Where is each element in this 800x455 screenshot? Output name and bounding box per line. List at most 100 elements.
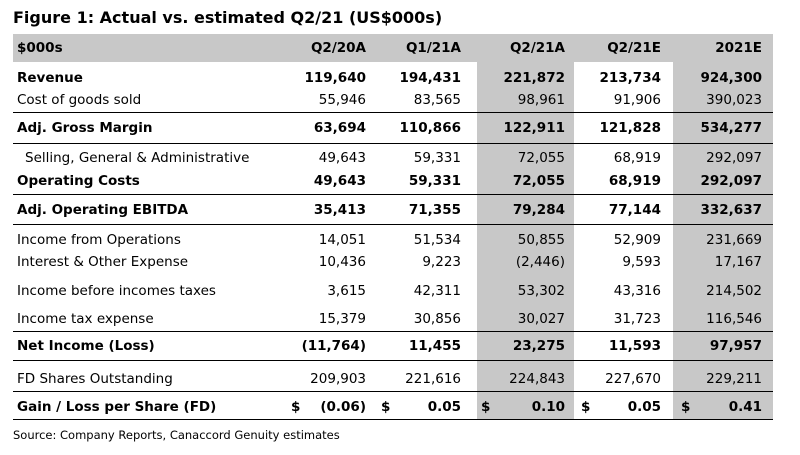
row-label: Income from Operations: [17, 232, 181, 248]
header-q221a: Q2/21A: [509, 40, 565, 56]
header-q220a: Q2/20A: [310, 40, 366, 56]
cell-value: 11,593: [608, 338, 661, 354]
cell-value: 924,300: [700, 70, 763, 86]
row-label: Net Income (Loss): [17, 338, 155, 354]
shaded-column-q221a: [477, 34, 574, 419]
cell-value: 71,355: [408, 202, 461, 218]
cell-value: 209,903: [310, 371, 366, 387]
cell-value: 3,615: [327, 283, 366, 299]
currency-symbol: $: [381, 399, 391, 415]
cell-value: 221,872: [503, 70, 566, 86]
table-row: Revenue 119,640 194,431 221,872 213,734 …: [13, 68, 773, 89]
cell-value: 119,640: [304, 70, 367, 86]
row-label: Gain / Loss per Share (FD): [17, 399, 217, 415]
cell-value: 534,277: [700, 120, 763, 136]
cell-value: 35,413: [313, 202, 366, 218]
table-row: Cost of goods sold 55,946 83,565 98,961 …: [13, 90, 773, 111]
row-label: Revenue: [17, 70, 83, 86]
cell-value: 0.05: [627, 399, 661, 415]
row-label: Adj. Operating EBITDA: [17, 202, 189, 218]
cell-value: 68,919: [608, 173, 661, 189]
cell-value: 50,855: [517, 232, 565, 248]
cell-value: 53,302: [517, 283, 565, 299]
cell-value: 110,866: [399, 120, 462, 136]
table-row: Income tax expense 15,379 30,856 30,027 …: [13, 309, 773, 330]
shaded-column-2021e: [673, 34, 773, 419]
cell-value: 214,502: [706, 283, 762, 299]
cell-value: 116,546: [706, 311, 762, 327]
cell-value: 51,534: [413, 232, 461, 248]
cell-value: 30,027: [517, 311, 565, 327]
cell-value: 91,906: [613, 92, 661, 108]
table-row: Net Income (Loss) (11,764) 11,455 23,275…: [13, 336, 773, 357]
cell-value: 0.41: [728, 399, 762, 415]
cell-value: 11,455: [408, 338, 461, 354]
divider: [13, 331, 773, 332]
row-label: Cost of goods sold: [17, 92, 142, 108]
currency-symbol: $: [291, 399, 301, 415]
currency-symbol: $: [481, 399, 491, 415]
row-label: Interest & Other Expense: [17, 254, 189, 270]
cell-value: 17,167: [714, 254, 762, 270]
cell-value: 194,431: [399, 70, 462, 86]
cell-value: 14,051: [318, 232, 366, 248]
currency-symbol: $: [581, 399, 591, 415]
cell-value: 224,843: [509, 371, 565, 387]
table-row: Income from Operations 14,051 51,534 50,…: [13, 230, 773, 251]
cell-value: 72,055: [512, 173, 565, 189]
cell-value: 30,856: [413, 311, 461, 327]
header-2021e: 2021E: [715, 40, 762, 56]
header-q121a: Q1/21A: [405, 40, 461, 56]
cell-value: 49,643: [318, 150, 366, 166]
figure-title: Figure 1: Actual vs. estimated Q2/21 (US…: [13, 8, 443, 27]
cell-value: 59,331: [413, 150, 461, 166]
row-label: FD Shares Outstanding: [17, 371, 173, 387]
cell-value: 97,957: [709, 338, 762, 354]
row-label: Selling, General & Administrative: [25, 150, 250, 166]
table-row: Adj. Operating EBITDA 35,413 71,355 79,2…: [13, 200, 773, 221]
cell-value: 42,311: [413, 283, 461, 299]
financial-table: $000s Q2/20A Q1/21A Q2/21A Q2/21E 2021E …: [13, 34, 773, 420]
cell-value: 59,331: [408, 173, 461, 189]
table-row: Operating Costs 49,643 59,331 72,055 68,…: [13, 171, 773, 192]
cell-value: 221,616: [405, 371, 461, 387]
cell-value: 98,961: [517, 92, 565, 108]
table-row: Income before incomes taxes 3,615 42,311…: [13, 281, 773, 302]
cell-value: 0.10: [531, 399, 565, 415]
cell-value: 10,436: [318, 254, 366, 270]
cell-value: 390,023: [706, 92, 762, 108]
table-row: Gain / Loss per Share (FD) $ (0.06) $ 0.…: [13, 397, 773, 418]
row-label: Operating Costs: [17, 173, 140, 189]
cell-value: (2,446): [515, 254, 565, 270]
divider: [13, 143, 773, 144]
cell-value: 231,669: [706, 232, 762, 248]
table-header: $000s Q2/20A Q1/21A Q2/21A Q2/21E 2021E: [13, 34, 773, 62]
divider: [13, 224, 773, 225]
cell-value: 332,637: [700, 202, 763, 218]
cell-value: (11,764): [301, 338, 366, 354]
header-label: $000s: [17, 40, 63, 56]
divider: [13, 391, 773, 392]
currency-symbol: $: [681, 399, 691, 415]
table-row: Selling, General & Administrative 49,643…: [13, 148, 773, 169]
row-label: Income tax expense: [17, 311, 154, 327]
cell-value: 213,734: [599, 70, 662, 86]
divider: [13, 419, 773, 420]
cell-value: 55,946: [318, 92, 366, 108]
cell-value: 229,211: [706, 371, 762, 387]
cell-value: 43,316: [613, 283, 661, 299]
divider: [13, 194, 773, 195]
cell-value: 0.05: [427, 399, 461, 415]
cell-value: (0.06): [320, 399, 366, 415]
cell-value: 68,919: [613, 150, 661, 166]
cell-value: 15,379: [318, 311, 366, 327]
row-label: Income before incomes taxes: [17, 283, 216, 299]
divider: [13, 112, 773, 113]
cell-value: 9,593: [622, 254, 661, 270]
cell-value: 83,565: [413, 92, 461, 108]
divider: [13, 360, 773, 361]
cell-value: 23,275: [512, 338, 565, 354]
row-label: Adj. Gross Margin: [17, 120, 153, 136]
cell-value: 122,911: [503, 120, 566, 136]
cell-value: 52,909: [613, 232, 661, 248]
